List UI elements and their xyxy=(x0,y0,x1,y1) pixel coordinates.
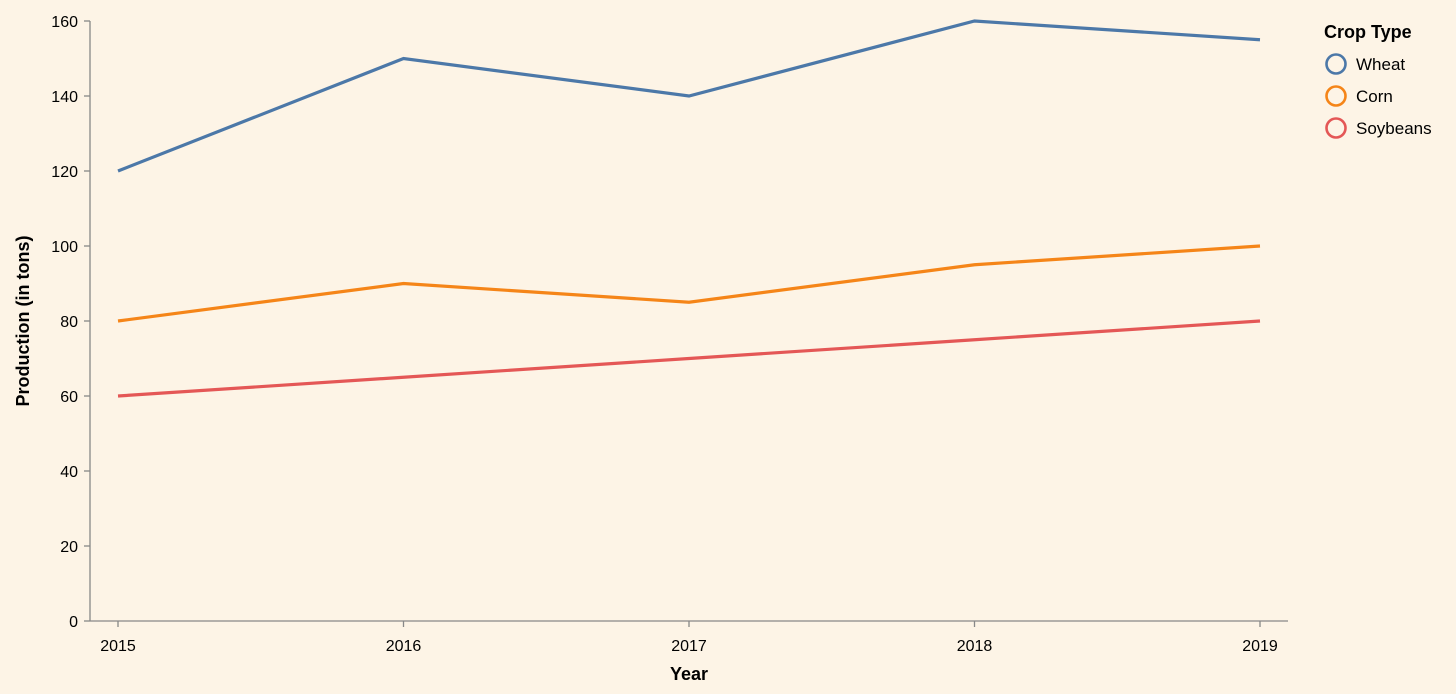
legend-items: Wheat Corn Soybeans xyxy=(1325,53,1432,139)
y-axis-title: Production (in tons) xyxy=(13,236,33,407)
series-line-corn xyxy=(117,244,1261,323)
legend-label-wheat: Wheat xyxy=(1356,55,1405,74)
legend-label-soybeans: Soybeans xyxy=(1356,119,1432,138)
y-tick-label: 160 xyxy=(51,14,78,31)
y-axis-ticks: 0 20 40 60 80 100 120 140 160 xyxy=(51,14,90,631)
y-tick-label: 40 xyxy=(60,464,78,481)
series-line-wheat xyxy=(117,19,1261,173)
y-tick-label: 60 xyxy=(60,389,78,406)
legend-symbol-soybeans xyxy=(1325,117,1347,139)
y-tick-label: 140 xyxy=(51,89,78,106)
y-tick-label: 20 xyxy=(60,539,78,556)
x-axis-title: Year xyxy=(670,664,708,684)
x-tick-label: 2017 xyxy=(671,638,707,655)
x-tick-label: 2018 xyxy=(957,638,993,655)
x-tick-label: 2015 xyxy=(100,638,136,655)
legend-label-corn: Corn xyxy=(1356,87,1393,106)
x-axis-ticks: 2015 2016 2017 2018 2019 xyxy=(100,621,1278,655)
legend-symbol-corn xyxy=(1325,85,1347,107)
legend-title: Crop Type xyxy=(1324,22,1412,42)
y-tick-label: 80 xyxy=(60,314,78,331)
series-lines xyxy=(117,19,1261,398)
y-tick-label: 120 xyxy=(51,164,78,181)
legend-symbol-wheat xyxy=(1325,53,1347,75)
x-tick-label: 2016 xyxy=(386,638,422,655)
x-tick-label: 2019 xyxy=(1242,638,1278,655)
y-tick-label: 100 xyxy=(51,239,78,256)
series-line-soybeans xyxy=(117,319,1261,398)
y-tick-label: 0 xyxy=(69,614,78,631)
legend: Crop Type Wheat Corn Soybeans xyxy=(1324,22,1432,139)
